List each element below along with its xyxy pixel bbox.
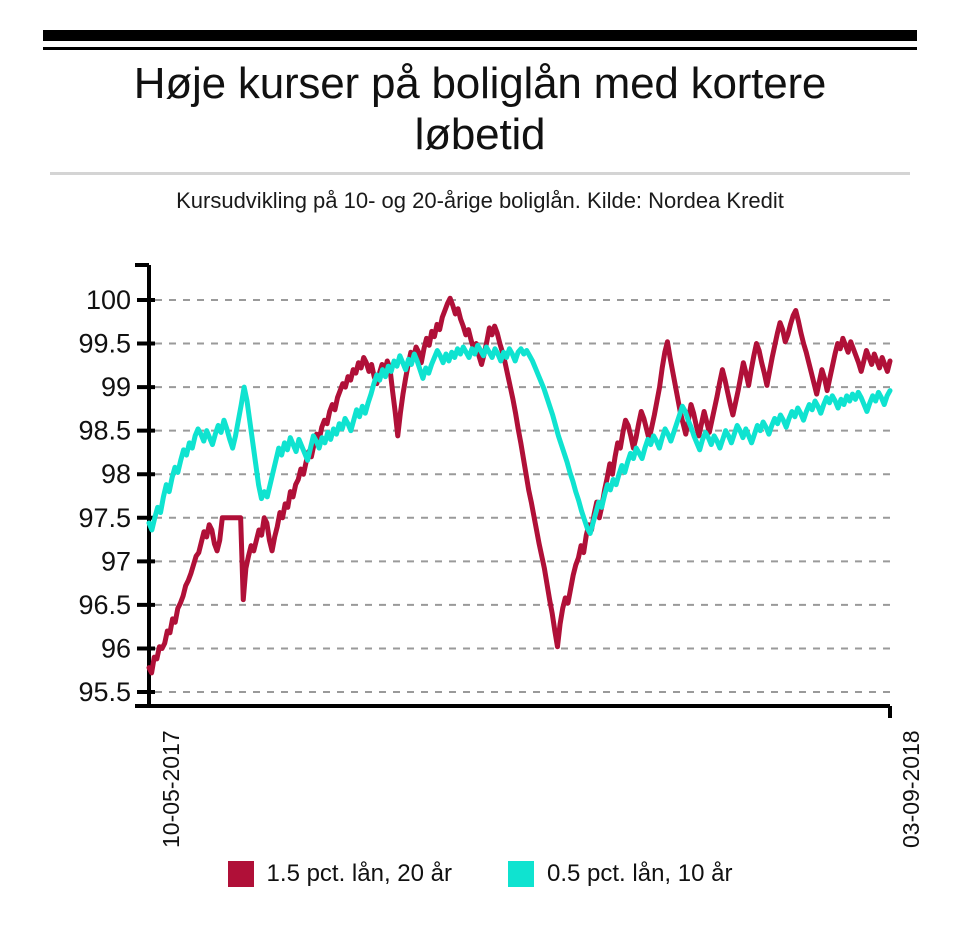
page-title: Høje kurser på boliglån med kortere løbe…: [133, 59, 827, 160]
y-axis-tick-label: 95.5: [78, 677, 131, 707]
legend-swatch-20yr: [227, 861, 254, 887]
x-axis-label-start: 10-05-2017: [158, 730, 184, 848]
chart-axes: [135, 263, 892, 718]
header-rule-thin: [43, 47, 917, 50]
y-axis-tick-label: 99: [101, 372, 131, 402]
y-axis-tick-label: 98.5: [78, 416, 131, 446]
series-line-10yr: [146, 342, 893, 536]
y-axis-tick-label: 97: [101, 546, 131, 576]
legend-label-20yr: 1.5 pct. lån, 20 år: [266, 860, 452, 887]
title-divider: [50, 172, 910, 175]
header-rule-thick: [43, 30, 917, 41]
legend-label-10yr: 0.5 pct. lån, 10 år: [547, 860, 733, 887]
y-axis-tick-label: 96.5: [78, 590, 131, 620]
page-subtitle: Kursudvikling på 10- og 20-årige boliglå…: [176, 188, 784, 213]
y-axis-tick-label: 96: [101, 633, 131, 663]
legend-item-10yr[interactable]: 0.5 pct. lån, 10 år: [508, 860, 732, 888]
chart-legend: 1.5 pct. lån, 20 år 0.5 pct. lån, 10 år: [0, 860, 960, 888]
legend-swatch-10yr: [508, 861, 534, 887]
y-axis-tick-label: 98: [101, 459, 131, 489]
x-axis-label-end: 03-09-2018: [898, 730, 924, 848]
y-axis-tick-label: 100: [86, 285, 131, 315]
chart-area: 95.5 96 96.5 97 97.5 98 98.5 99 99.5 100: [0, 248, 960, 718]
line-chart: 95.5 96 96.5 97 97.5 98 98.5 99 99.5 100: [78, 263, 893, 718]
legend-item-20yr[interactable]: 1.5 pct. lån, 20 år: [227, 860, 452, 888]
series-line-20yr: [146, 295, 893, 676]
y-axis-tick-label: 99.5: [78, 329, 131, 359]
y-axis-tick-label: 97.5: [78, 503, 131, 533]
